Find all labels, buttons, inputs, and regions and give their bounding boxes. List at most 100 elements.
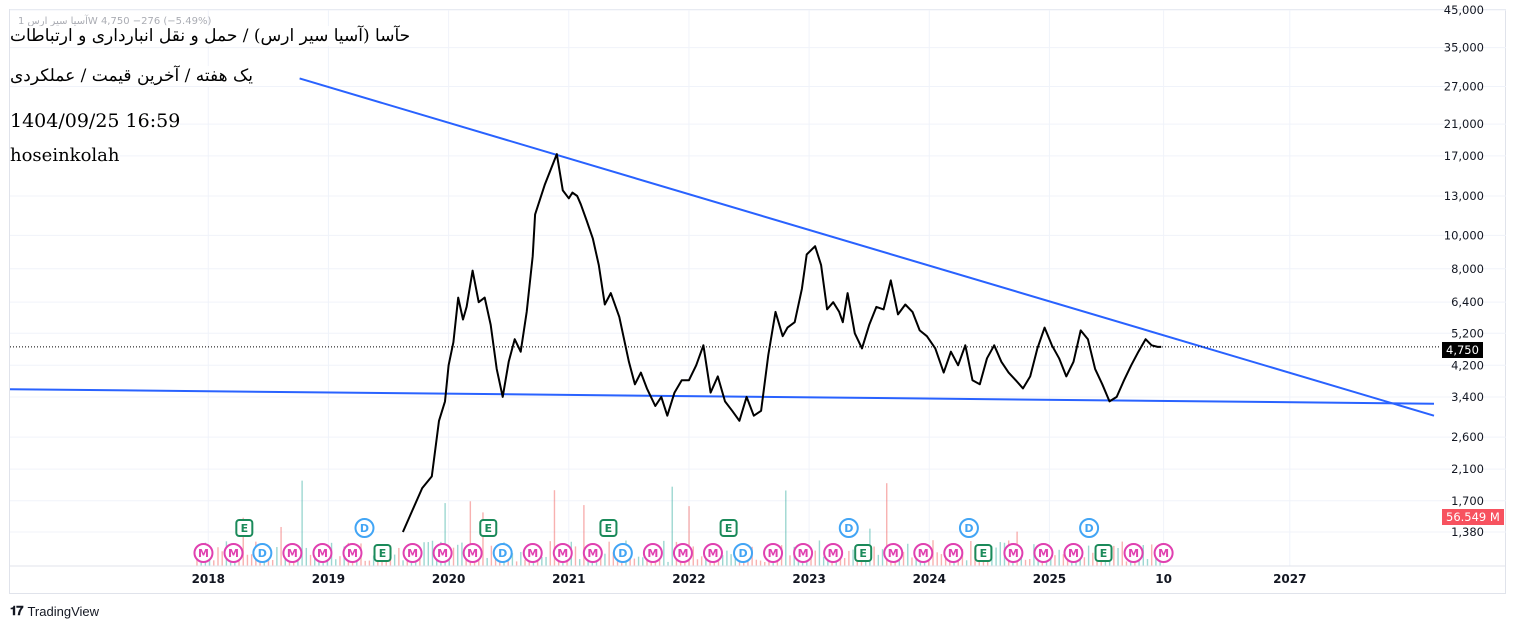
volume-bar [511,553,514,566]
volume-bar [406,560,408,566]
event-label: M [557,547,568,560]
event-marker-m [432,543,453,563]
y-tick-label: 4,200 [1451,358,1484,372]
volume-bar [217,547,219,566]
volume-bar [574,546,577,566]
event-marker-m [312,543,333,563]
volume-bar [1117,547,1119,566]
volume-bar [1092,552,1094,566]
event-label: E [485,522,493,535]
volume-bar [549,541,551,566]
volume-bar [730,554,732,566]
volume-bar [982,560,985,566]
event-marker-m [672,543,693,563]
volume-bar [734,556,737,566]
volume-bar [961,549,964,566]
event-marker-d [838,518,859,538]
volume-bar [381,560,383,566]
event-label: M [647,547,658,560]
volume-bar [940,554,943,566]
y-tick-label: 5,200 [1451,326,1484,340]
volume-bar [612,552,615,566]
volume-bar [843,557,846,566]
volume-label: 56.549 M [1442,509,1504,525]
event-marker-m [1003,543,1024,563]
volume-bar [965,560,968,566]
event-marker-m [282,543,303,563]
volume-bar [301,480,303,566]
event-marker-d [1079,518,1100,538]
event-label: M [918,547,929,560]
event-label: M [228,547,239,560]
volume-bar [637,556,640,566]
event-marker-m [883,543,904,563]
volume-bar [452,547,455,566]
event-marker-m [522,543,543,563]
event-label: D [844,522,853,535]
volume-bar [1083,557,1086,566]
volume-bar [1020,555,1023,566]
event-marker-m [823,543,844,563]
volume-bar [692,546,694,566]
last-price-label: 4,750 [1442,342,1483,358]
y-tick-label: 21,000 [1444,117,1484,131]
x-tick-label: 2023 [792,572,825,586]
event-label: E [241,522,249,535]
volume-bar [242,517,244,566]
event-label: M [1008,547,1019,560]
volume-bar [213,560,215,566]
volume-bar [326,560,329,566]
event-label: D [360,522,369,535]
event-label: M [347,547,358,560]
volume-bar [448,560,451,566]
volume-bar [995,547,997,566]
x-tick-label: 2022 [672,572,705,586]
tradingview-brand[interactable]: 𝟏𝟕 TradingView [10,603,99,619]
volume-bar [785,490,787,566]
event-marker-m [913,543,934,563]
volume-bar [372,555,375,566]
volume-bar [221,551,223,566]
volume-bar [1024,559,1027,566]
event-label: E [1100,547,1108,560]
event-marker-d [958,518,979,538]
volume-bar [515,561,518,566]
event-label: M [1038,547,1049,560]
volume-bar [578,559,581,566]
volume-bar [700,556,703,566]
event-marker-m [1063,543,1084,563]
volume-bar [276,547,278,566]
event-label: M [527,547,538,560]
volume-bar [1054,555,1056,566]
y-tick-label: 6,400 [1451,295,1484,309]
volume-bar [726,550,728,566]
event-marker-m [582,543,603,563]
volume-bar [271,560,274,566]
event-marker-d [612,543,633,563]
event-marker-e [599,519,618,537]
volume-bar [1113,545,1115,566]
volume-bar [873,546,875,566]
volume-bar [553,490,556,566]
event-marker-m [402,543,423,563]
volume-bar [246,554,249,566]
event-marker-m [1033,543,1054,563]
volume-bar [444,503,446,566]
event-label: M [287,547,298,560]
volume-bar [970,541,972,566]
volume-bar [280,526,282,566]
volume-bar [250,554,253,566]
event-label: M [888,547,899,560]
volume-bar [667,561,669,566]
event-label: D [964,522,973,535]
volume-bar [356,561,358,566]
volume-bar [1142,545,1144,566]
volume-bar [881,549,884,566]
y-tick-label: 17,000 [1444,149,1484,163]
event-label: M [798,547,809,560]
x-tick-label: 2018 [192,572,225,586]
brand-name: TradingView [27,603,100,619]
volume-bar [267,559,270,566]
volume-bar [431,540,434,566]
